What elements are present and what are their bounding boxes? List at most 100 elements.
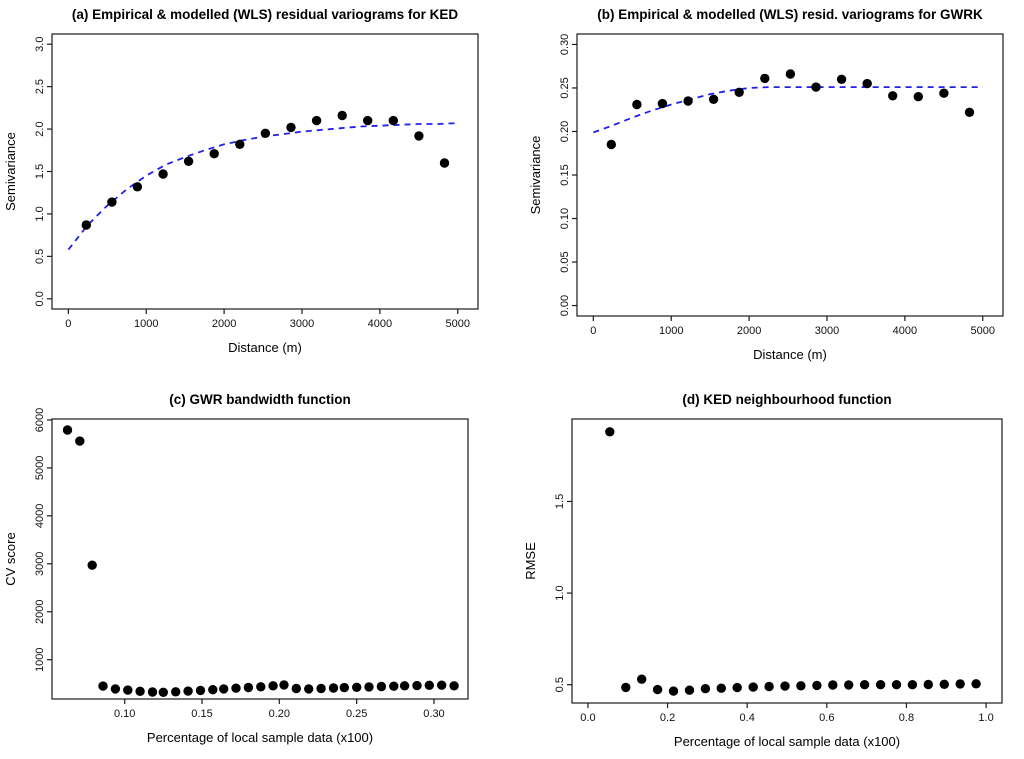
- data-point: [811, 82, 821, 92]
- model-line: [67, 122, 458, 251]
- data-point: [449, 681, 459, 691]
- y-tick-label: 0.00: [559, 295, 571, 316]
- y-tick-label: 0.5: [554, 677, 566, 692]
- model-line: [593, 86, 983, 134]
- x-tick-label: 0.2: [660, 712, 675, 724]
- data-point: [891, 680, 902, 690]
- data-point: [862, 78, 872, 89]
- y-tick-label: 0.15: [559, 164, 571, 185]
- data-point: [376, 681, 387, 692]
- data-point: [291, 683, 301, 694]
- y-tick-label: 1.0: [554, 585, 566, 600]
- data-point: [81, 220, 92, 230]
- y-tick-label: 0.30: [559, 34, 571, 55]
- data-point: [171, 687, 181, 697]
- data-point: [412, 680, 422, 691]
- x-tick-label: 1.0: [978, 712, 993, 724]
- y-tick-label: 3000: [34, 552, 46, 576]
- chart-c: (c) GWR bandwidth function 0.10 0.15 0.20 0.…: [3, 392, 469, 745]
- panel-title: (a) Empirical & modelled (WLS) residual …: [72, 7, 459, 22]
- data-point: [183, 686, 193, 696]
- y-tick-label: 1000: [34, 647, 46, 671]
- data-point: [939, 88, 949, 98]
- y-tick-label: 0.0: [34, 291, 46, 306]
- y-tick-label: 0.5: [34, 249, 46, 264]
- x-tick-label: 3000: [290, 318, 314, 330]
- panel-ked-neighbourhood: (d) KED neighbourhood function 0.0 0.2 0.4 0…: [512, 377, 1024, 754]
- data-point: [123, 685, 133, 695]
- data-point: [828, 680, 838, 690]
- data-point: [98, 681, 108, 691]
- data-point: [764, 681, 774, 692]
- y-tick-label: 0.05: [559, 251, 571, 272]
- x-tick-label: 0.0: [580, 712, 595, 724]
- data-point: [700, 684, 711, 694]
- data-point: [913, 92, 923, 102]
- data-point: [606, 139, 616, 150]
- data-point: [964, 107, 975, 118]
- x-tick-label: 0.10: [114, 708, 135, 720]
- y-tick-label: 1.5: [34, 164, 46, 179]
- data-point: [208, 685, 218, 695]
- x-tick-label: 0.8: [899, 712, 914, 724]
- data-point: [760, 73, 770, 84]
- data-point: [219, 684, 229, 694]
- x-tick-label: 5000: [971, 325, 995, 337]
- data-point: [683, 96, 693, 106]
- data-point: [668, 686, 679, 696]
- x-tick-label: 5000: [446, 318, 470, 330]
- y-tick-label: 1.5: [554, 494, 566, 509]
- x-axis-label: Distance (m): [753, 347, 827, 362]
- x-tick-label: 0.15: [191, 708, 212, 720]
- data-point: [796, 681, 806, 691]
- plot-box: [51, 418, 469, 700]
- data-point: [328, 683, 339, 693]
- data-point: [652, 684, 663, 695]
- y-axis-label: RMSE: [523, 542, 538, 580]
- y-tick-label: 2000: [34, 599, 46, 623]
- data-point: [304, 684, 314, 694]
- data-point: [195, 685, 206, 696]
- data-point: [388, 115, 398, 126]
- y-tick-label: 0.25: [559, 77, 571, 98]
- data-point: [414, 131, 424, 141]
- y-axis-label: Semivariance: [528, 136, 543, 215]
- x-tick-label: 2000: [212, 318, 236, 330]
- data-point: [363, 115, 373, 126]
- data-point: [439, 158, 450, 168]
- chart-a: (a) Empirical & modelled (WLS) residual …: [3, 7, 479, 355]
- x-axis-label: Percentage of local sample data (x100): [147, 730, 373, 745]
- y-tick-label: 2.0: [34, 121, 46, 136]
- data-point: [437, 680, 447, 690]
- y-tick-label: 2.5: [34, 79, 46, 94]
- data-point: [836, 74, 847, 85]
- x-tick-label: 1000: [134, 318, 158, 330]
- y-axis-label: Semivariance: [3, 132, 18, 211]
- data-point: [279, 680, 289, 690]
- y-tick-label: 4000: [34, 504, 46, 528]
- data-point: [158, 169, 168, 179]
- data-point: [110, 684, 121, 694]
- x-axis-label: Distance (m): [228, 340, 302, 355]
- y-tick-label: 6000: [34, 408, 46, 432]
- panel-title: (d) KED neighbourhood function: [682, 392, 891, 407]
- data-point: [235, 139, 245, 149]
- x-tick-label: 0.30: [423, 708, 444, 720]
- x-tick-label: 2000: [737, 325, 761, 337]
- data-point: [352, 682, 362, 692]
- x-tick-label: 3000: [815, 325, 839, 337]
- y-tick-label: 3.0: [34, 37, 46, 52]
- panel-ked-variogram: (a) Empirical & modelled (WLS) residual …: [0, 0, 512, 377]
- x-tick-label: 0: [65, 318, 71, 330]
- data-point: [209, 149, 219, 159]
- data-point: [859, 680, 870, 690]
- data-point: [183, 156, 194, 166]
- data-point: [785, 69, 796, 79]
- y-tick-label: 5000: [34, 456, 46, 480]
- data-point: [107, 197, 117, 207]
- plot-box: [51, 33, 479, 310]
- data-point: [780, 681, 790, 691]
- data-point: [399, 681, 410, 691]
- data-point: [621, 682, 631, 693]
